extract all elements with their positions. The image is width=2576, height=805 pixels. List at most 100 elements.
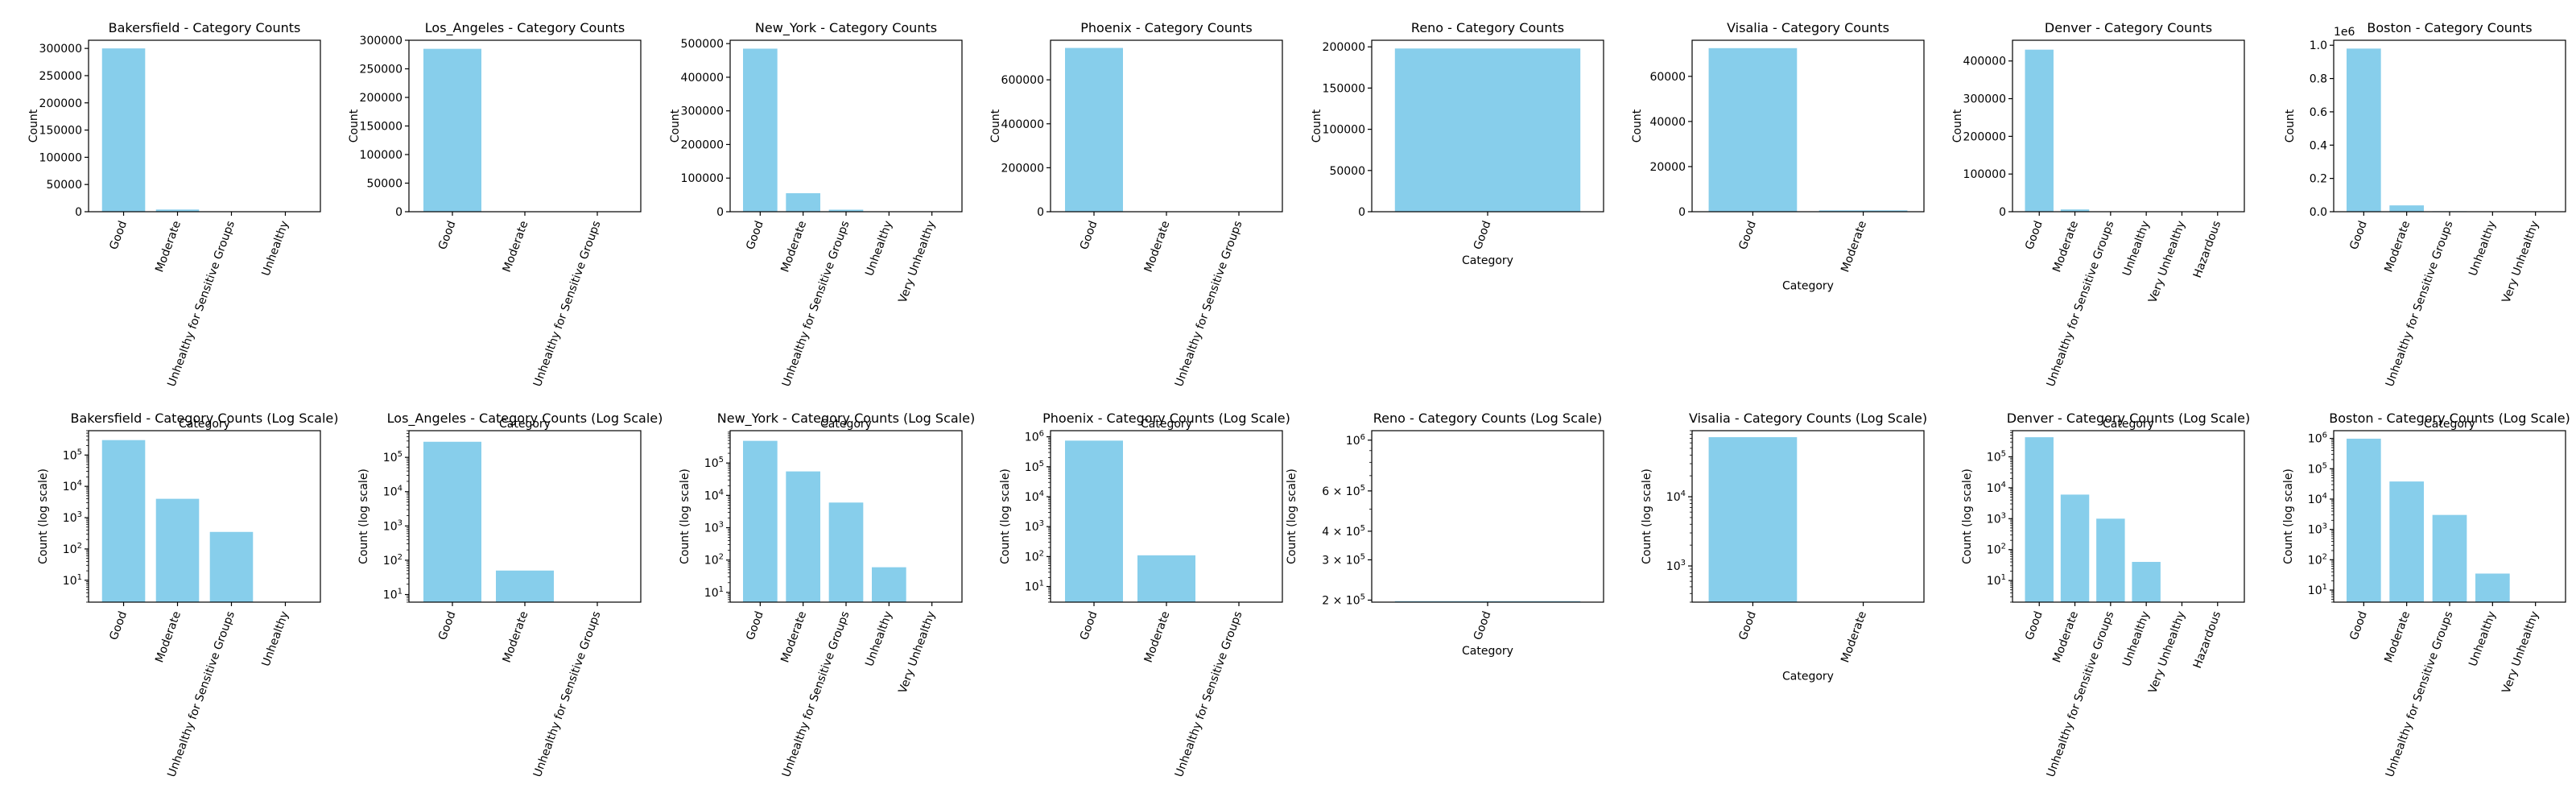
bar-unhealthy-for-sensitive-groups (209, 531, 254, 602)
y-tick-label: 104 (383, 485, 402, 499)
bar-moderate (1818, 210, 1908, 212)
y-tick-label: 400000 (1001, 118, 1044, 131)
x-tick-label: Moderate (1142, 219, 1173, 274)
bar-moderate (155, 209, 200, 212)
y-axis-label: Count (2284, 109, 2297, 142)
y-tick-label: 250000 (39, 70, 82, 83)
y-tick-label: 0 (395, 206, 402, 219)
y-tick-label: 105 (63, 448, 82, 462)
y-tick-label: 0 (1358, 206, 1365, 219)
x-axis-label: Category (1141, 418, 1192, 431)
x-tick-label: Moderate (1839, 609, 1869, 664)
bar-good (2347, 48, 2381, 213)
y-axis-label: Count (348, 109, 361, 142)
y-tick-label: 102 (704, 553, 724, 568)
x-tick-label: Very Unhealthy (896, 609, 938, 695)
x-tick-label: Unhealthy for Sensitive Groups (2045, 219, 2117, 388)
chart-panel: 0 50000 100000 150000 200000 Good Reno - Categ… (1311, 20, 1604, 267)
x-axis-label: Category (1462, 645, 1513, 658)
x-tick-label: Unhealthy (259, 219, 291, 278)
bar-unhealthy (2475, 573, 2510, 602)
y-axis-label: Count (log scale) (1961, 469, 1974, 564)
x-tick-label: Unhealthy (2467, 609, 2499, 668)
y-tick-label: 106 (1346, 433, 1365, 448)
bar-good (1394, 48, 1581, 212)
y-tick-label: 400000 (681, 72, 724, 85)
x-tick-label: Very Unhealthy (2146, 609, 2188, 695)
y-tick-label: 105 (2308, 461, 2327, 476)
y-tick-label: 0.0 (2310, 206, 2327, 219)
chart-title: New_York - Category Counts (Log Scale) (717, 411, 975, 427)
bar-moderate (786, 471, 820, 602)
y-tick-label: 50000 (1329, 165, 1365, 178)
chart-title: Los_Angeles - Category Counts (425, 20, 625, 36)
x-tick-label: Moderate (2382, 219, 2413, 274)
x-tick-label: Unhealthy (863, 609, 895, 668)
y-tick-label: 20000 (1649, 161, 1686, 174)
x-tick-label: Good (744, 609, 766, 642)
y-axis-label: Count (669, 109, 682, 142)
x-tick-label: Moderate (2050, 219, 2081, 274)
y-tick-label: 103 (383, 518, 402, 533)
y-tick-label: 200000 (681, 138, 724, 151)
chart-title: Visalia - Category Counts (Log Scale) (1689, 411, 1927, 426)
y-tick-label: 200000 (1323, 41, 1365, 54)
bar-unhealthy (2132, 562, 2161, 602)
y-tick-label: 104 (1025, 489, 1044, 504)
y-tick-label: 50000 (366, 178, 402, 191)
x-tick-label: Moderate (778, 219, 809, 274)
x-tick-label: Unhealthy for Sensitive Groups (165, 609, 237, 778)
y-tick-label: 104 (1987, 481, 2006, 495)
y-tick-label: 0 (1678, 206, 1686, 219)
y-tick-label: 102 (63, 542, 82, 556)
bar-good (1394, 601, 1581, 602)
y-tick-label: 300000 (1963, 93, 2006, 106)
chart-title: New_York - Category Counts (755, 20, 937, 36)
y-tick-label: 4 × 105 (1322, 524, 1365, 539)
bar-moderate (2389, 205, 2424, 212)
x-axis-label: Category (1462, 254, 1513, 267)
x-tick-label: Unhealthy for Sensitive Groups (531, 609, 604, 778)
x-axis-label: Category (2424, 418, 2475, 431)
y-tick-label: 100000 (681, 172, 724, 185)
bar-good (101, 48, 146, 212)
bar-good (423, 441, 481, 602)
y-tick-label: 100000 (1323, 124, 1365, 137)
y-tick-label: 102 (1025, 549, 1044, 564)
x-tick-label: Very Unhealthy (2146, 219, 2188, 304)
x-tick-label: Moderate (1142, 609, 1173, 664)
axes-frame (2012, 430, 2245, 603)
chart-panel: 2 × 105 3 × 105 4 × 105 6 × 105 106 Good Reno … (1286, 411, 1604, 658)
axes-frame (1691, 430, 1925, 603)
x-tick-label: Moderate (1839, 219, 1869, 274)
y-tick-label: 200000 (39, 97, 82, 110)
x-tick-label: Very Unhealthy (2500, 219, 2541, 304)
y-tick-label: 100000 (1963, 168, 2006, 181)
y-tick-label: 200000 (1963, 130, 2006, 143)
x-tick-label: Moderate (778, 609, 809, 664)
x-tick-label: Moderate (501, 219, 531, 274)
y-tick-label: 100000 (360, 149, 402, 162)
y-tick-label: 105 (383, 450, 402, 464)
bar-good (2347, 438, 2381, 602)
bar-moderate (496, 570, 554, 602)
x-tick-label: Unhealthy for Sensitive Groups (165, 219, 237, 388)
axes-frame (88, 430, 321, 603)
x-tick-label: Good (2347, 219, 2370, 251)
x-axis-label: Category (820, 418, 872, 431)
x-tick-label: Good (2347, 609, 2370, 642)
y-tick-label: 0 (1037, 206, 1044, 219)
y-tick-label: 300000 (39, 43, 82, 56)
y-tick-label: 101 (2308, 583, 2327, 597)
x-tick-label: Unhealthy (2467, 219, 2499, 278)
y-tick-label: 0.4 (2310, 139, 2327, 152)
bar-good (2025, 49, 2054, 213)
y-axis-label: Count (log scale) (679, 469, 691, 564)
y-tick-label: 1.0 (2310, 39, 2327, 52)
y-tick-label: 0.8 (2310, 73, 2327, 86)
bar-good (743, 48, 778, 212)
